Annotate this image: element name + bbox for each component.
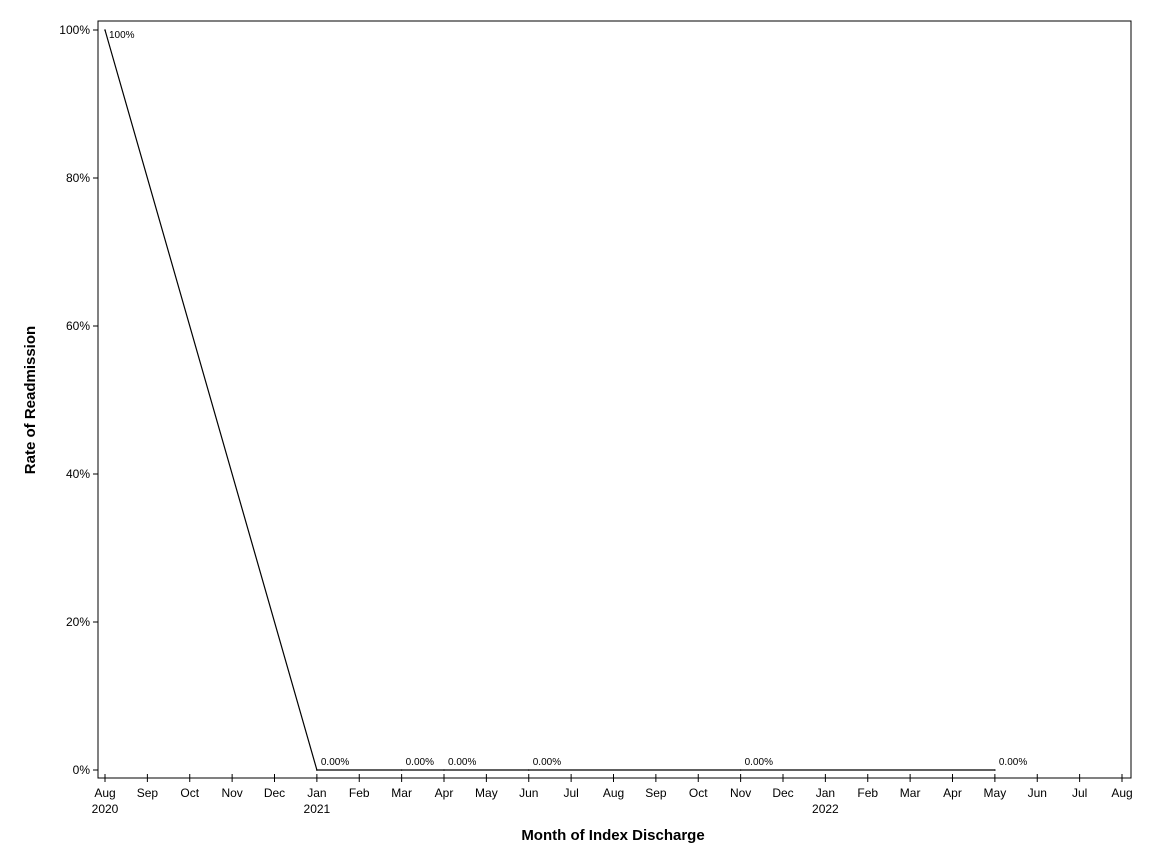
data-label: 0.00%: [406, 757, 434, 768]
data-point: [316, 769, 318, 771]
x-tick-label: Jan: [307, 786, 326, 800]
x-tick-year-label: 2020: [92, 802, 119, 816]
x-tick-label: Oct: [689, 786, 708, 800]
x-tick-label: Dec: [772, 786, 793, 800]
x-tick-label: Feb: [857, 786, 878, 800]
data-point: [739, 769, 742, 771]
x-tick-label: Nov: [221, 786, 242, 800]
x-tick-label: Aug: [1111, 786, 1132, 800]
x-tick-label: Mar: [900, 786, 921, 800]
data-point: [443, 769, 445, 771]
x-tick-label: Mar: [391, 786, 412, 800]
x-tick-label: Sep: [645, 786, 667, 800]
data-label: 0.00%: [999, 757, 1027, 768]
y-axis-title: Rate of Readmission: [22, 326, 39, 474]
data-label: 0.00%: [745, 757, 773, 768]
x-tick-label: Dec: [264, 786, 285, 800]
x-tick-label: Sep: [137, 786, 159, 800]
data-label: 0.00%: [321, 757, 349, 768]
x-tick-label: Oct: [180, 786, 199, 800]
data-label: 0.00%: [448, 757, 476, 768]
y-tick-label: 100%: [59, 23, 90, 37]
y-tick-label: 40%: [66, 467, 90, 481]
x-tick-label: Feb: [349, 786, 370, 800]
x-tick-label: Aug: [603, 786, 624, 800]
x-tick-label: Jul: [563, 786, 578, 800]
x-axis-title: Month of Index Discharge: [521, 827, 704, 844]
series-line: [104, 29, 995, 771]
data-point: [527, 769, 530, 771]
x-tick-label: Jul: [1072, 786, 1087, 800]
data-labels: 100% 0.00% 0.00% 0.00% 0.00% 0.00% 0.00%: [109, 30, 1027, 768]
data-point: [400, 769, 403, 771]
x-tick-label: Aug: [94, 786, 115, 800]
x-tick-label: Jun: [519, 786, 538, 800]
x-tick-year-label: 2021: [304, 802, 331, 816]
y-tick-label: 20%: [66, 615, 90, 629]
plot-frame: [97, 20, 1132, 779]
y-tick-label: 60%: [66, 319, 90, 333]
data-point: [104, 29, 106, 31]
series-layer: [104, 29, 996, 771]
x-tick-label: May: [475, 786, 498, 800]
x-tick-label: Jan: [816, 786, 835, 800]
y-tick-label: 80%: [66, 171, 90, 185]
axes: 0% 20% 40% 60% 80% 100% Aug 2020 Sep Oct Nov Dec Jan…: [59, 20, 1133, 816]
x-tick-label: Jun: [1028, 786, 1047, 800]
data-label: 0.00%: [533, 757, 561, 768]
y-tick-label: 0%: [73, 763, 91, 777]
x-tick-label: Nov: [730, 786, 751, 800]
x-tick-label: Apr: [435, 786, 454, 800]
x-tick-label: May: [984, 786, 1007, 800]
x-tick-label: Apr: [943, 786, 962, 800]
data-point: [994, 769, 996, 771]
x-tick-year-label: 2022: [812, 802, 839, 816]
data-label: 100%: [109, 30, 135, 41]
